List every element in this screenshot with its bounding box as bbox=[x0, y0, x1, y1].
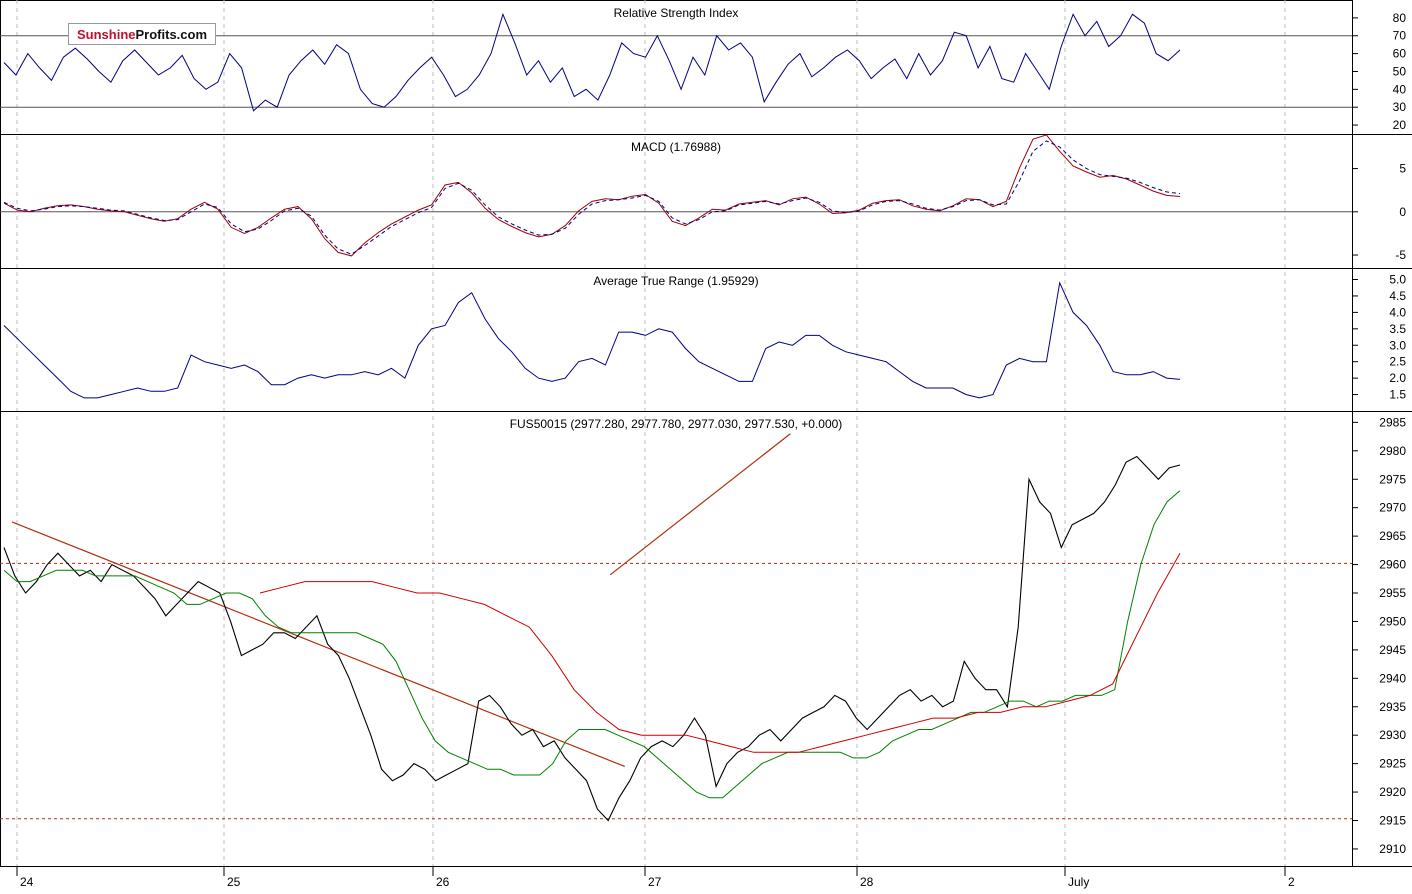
price-ytick-label: 2980 bbox=[1379, 444, 1406, 458]
price-ytick-label: 2965 bbox=[1379, 529, 1406, 543]
atr-ytick-label: 2.0 bbox=[1389, 371, 1406, 385]
rsi-ytick-label: 20 bbox=[1393, 118, 1407, 132]
atr-ytick-label: 3.5 bbox=[1389, 322, 1406, 336]
price-ytick-label: 2955 bbox=[1379, 586, 1406, 600]
atr-ytick-label: 3.0 bbox=[1389, 338, 1406, 352]
rsi-title: Relative Strength Index bbox=[614, 6, 739, 20]
atr-ytick-label: 4.0 bbox=[1389, 305, 1406, 319]
price-title: FUS50015 (2977.280, 2977.780, 2977.030, … bbox=[510, 417, 843, 431]
x-tick-label: 24 bbox=[20, 875, 34, 889]
atr-title: Average True Range (1.95929) bbox=[593, 274, 758, 288]
rsi-ytick-label: 50 bbox=[1393, 64, 1407, 78]
macd-title: MACD (1.76988) bbox=[631, 140, 721, 154]
brand-logo-part1: Sunshine bbox=[76, 27, 136, 42]
price-series-0-line bbox=[3, 455, 1181, 822]
price-ytick-label: 2910 bbox=[1379, 842, 1406, 856]
price-ytick-label: 2915 bbox=[1379, 814, 1406, 828]
price-ytick-label: 2930 bbox=[1379, 728, 1406, 742]
atr-ytick-label: 1.5 bbox=[1389, 388, 1406, 402]
x-tick-label: 27 bbox=[648, 875, 662, 889]
macd-ytick-label: 0 bbox=[1399, 205, 1406, 219]
price-ytick-label: 2935 bbox=[1379, 700, 1406, 714]
brand-logo-part2: Profits.com bbox=[135, 27, 208, 42]
price-ytick-label: 2950 bbox=[1379, 614, 1406, 628]
rsi-ytick-label: 80 bbox=[1393, 11, 1407, 25]
brand-logo: SunshineProfits.com bbox=[68, 23, 216, 45]
price-ytick-label: 2945 bbox=[1379, 643, 1406, 657]
rsi-ytick-label: 70 bbox=[1393, 29, 1407, 43]
price-ytick-label: 2985 bbox=[1379, 415, 1406, 429]
atr-series-0-line bbox=[3, 281, 1181, 399]
trendline bbox=[11, 521, 625, 768]
rsi-ytick-label: 40 bbox=[1393, 82, 1407, 96]
price-ytick-label: 2970 bbox=[1379, 501, 1406, 515]
x-tick-label: 28 bbox=[860, 875, 874, 889]
x-tick-label: 26 bbox=[436, 875, 450, 889]
trendline bbox=[609, 433, 791, 576]
price-series-1-line bbox=[3, 490, 1181, 799]
x-tick-label: 25 bbox=[227, 875, 241, 889]
x-tick-label: July bbox=[1068, 875, 1089, 889]
price-ytick-label: 2960 bbox=[1379, 558, 1406, 572]
macd-ytick-label: -5 bbox=[1395, 248, 1406, 262]
macd-series-0-line bbox=[3, 134, 1181, 257]
rsi-ytick-label: 30 bbox=[1393, 100, 1407, 114]
x-tick-label: 2 bbox=[1288, 875, 1295, 889]
price-ytick-label: 2925 bbox=[1379, 757, 1406, 771]
price-ytick-label: 2920 bbox=[1379, 785, 1406, 799]
price-ytick-label: 2940 bbox=[1379, 671, 1406, 685]
price-ytick-label: 2975 bbox=[1379, 472, 1406, 486]
rsi-series-0-line bbox=[3, 12, 1181, 112]
atr-ytick-label: 5.0 bbox=[1389, 273, 1406, 287]
macd-ytick-label: 5 bbox=[1399, 162, 1406, 176]
atr-ytick-label: 4.5 bbox=[1389, 289, 1406, 303]
atr-ytick-label: 2.5 bbox=[1389, 355, 1406, 369]
rsi-ytick-label: 60 bbox=[1393, 47, 1407, 61]
price-series-2-line bbox=[259, 552, 1181, 753]
plot-frame bbox=[0, 0, 1353, 867]
macd-series-1-line bbox=[3, 140, 1181, 255]
